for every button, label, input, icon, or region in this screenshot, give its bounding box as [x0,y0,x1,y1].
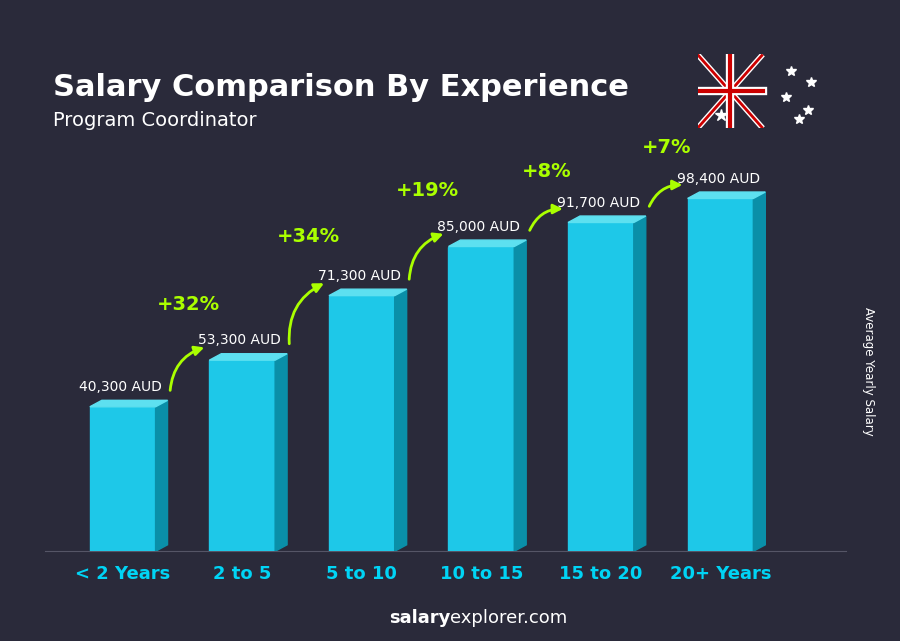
Text: 40,300 AUD: 40,300 AUD [79,380,162,394]
Polygon shape [210,354,287,360]
Polygon shape [395,289,407,551]
Text: 71,300 AUD: 71,300 AUD [318,269,400,283]
Bar [568,222,634,551]
Text: 91,700 AUD: 91,700 AUD [557,196,640,210]
Text: Program Coordinator: Program Coordinator [53,112,256,130]
Polygon shape [328,289,407,296]
Polygon shape [275,354,287,551]
Polygon shape [753,192,765,551]
Text: +8%: +8% [522,162,572,181]
Polygon shape [156,401,167,551]
Polygon shape [448,240,526,247]
Text: +32%: +32% [157,296,220,315]
Text: salary: salary [389,609,450,627]
Text: +34%: +34% [276,228,339,246]
Text: Average Yearly Salary: Average Yearly Salary [862,308,875,436]
Text: explorer.com: explorer.com [450,609,567,627]
Polygon shape [634,216,645,551]
Text: +7%: +7% [642,138,691,157]
Bar [328,296,395,551]
Bar [210,360,275,551]
Polygon shape [568,216,645,222]
Polygon shape [688,192,765,199]
Bar [90,407,156,551]
Text: 53,300 AUD: 53,300 AUD [198,333,282,347]
Text: Salary Comparison By Experience: Salary Comparison By Experience [53,73,629,102]
Polygon shape [514,240,526,551]
Text: 98,400 AUD: 98,400 AUD [677,172,760,185]
Text: +19%: +19% [396,181,459,200]
Polygon shape [90,401,167,407]
Bar [448,247,514,551]
Text: 85,000 AUD: 85,000 AUD [437,220,520,233]
Bar [688,199,753,551]
